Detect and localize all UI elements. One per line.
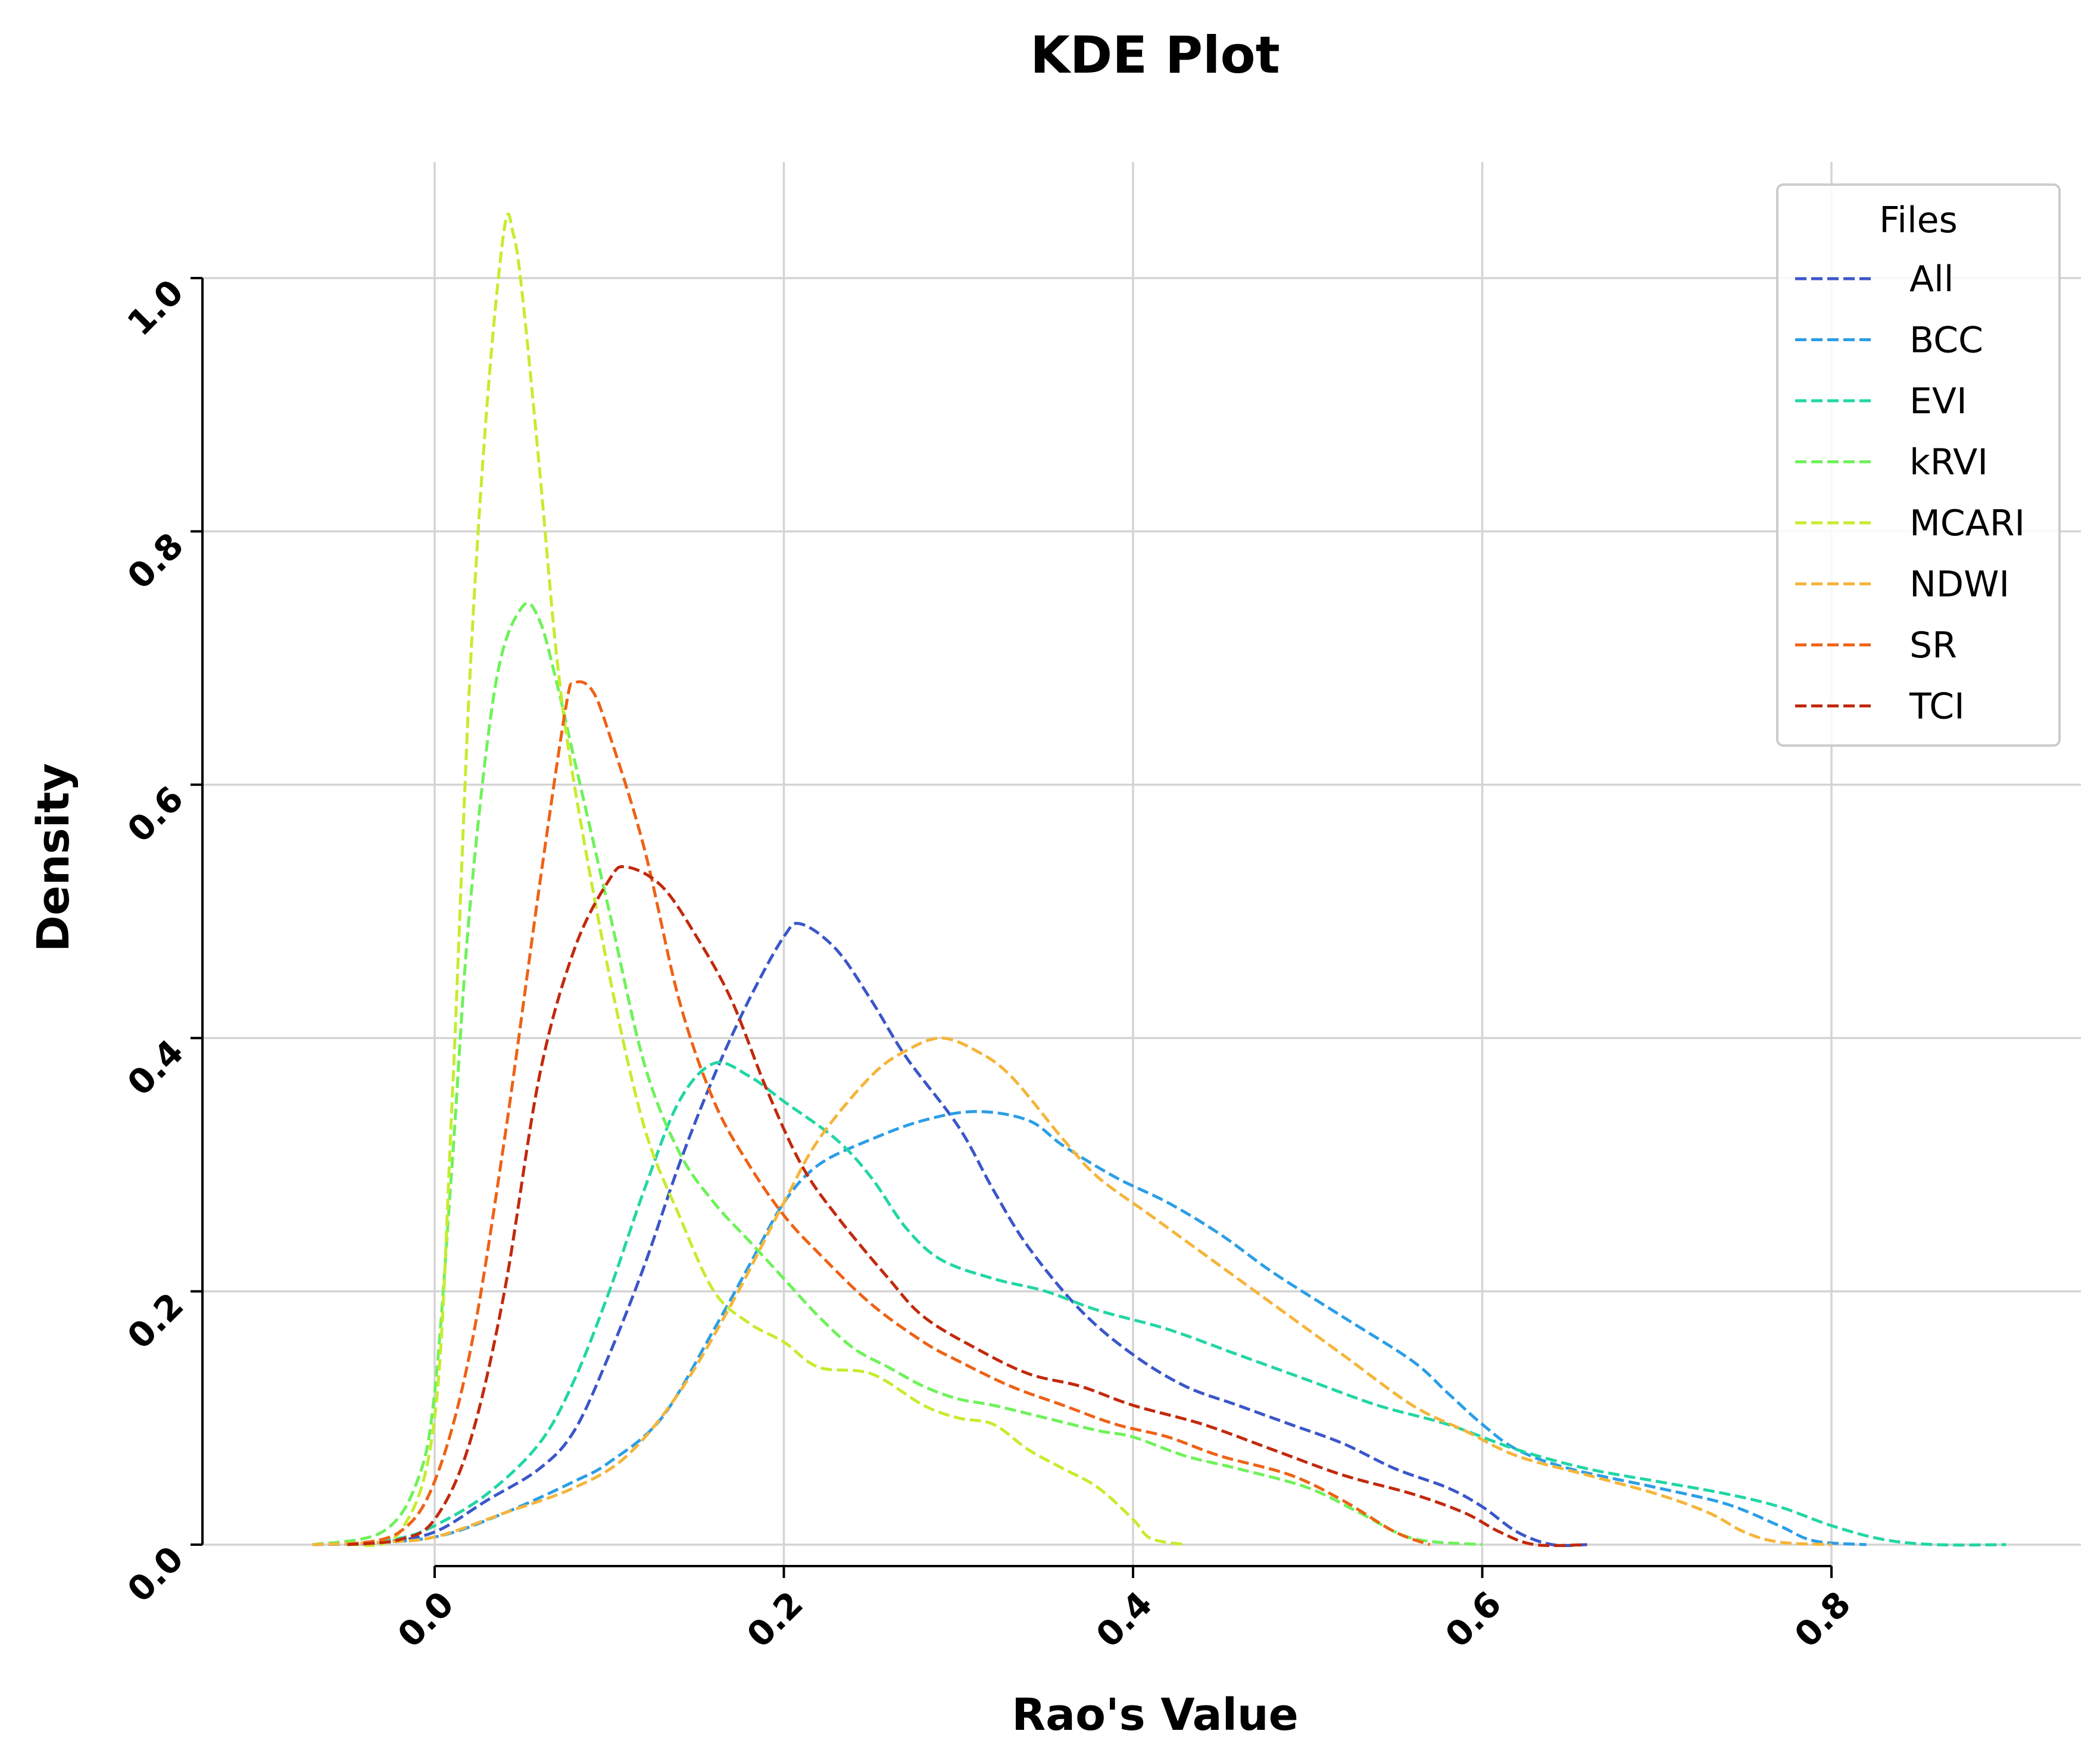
x-tick-label: 0.4 bbox=[1088, 1583, 1160, 1655]
y-tick-label: 0.4 bbox=[120, 1031, 192, 1103]
series-line-krvi bbox=[312, 601, 1483, 1546]
y-axis-label: Density bbox=[28, 763, 79, 952]
chart-title: KDE Plot bbox=[1030, 26, 1280, 85]
series-line-bcc bbox=[347, 1110, 1867, 1546]
x-axis-label: Rao's Value bbox=[1012, 1689, 1299, 1741]
series-line-tci bbox=[347, 865, 1587, 1548]
series-line-evi bbox=[347, 1061, 2007, 1547]
legend-label: TCI bbox=[1909, 686, 1965, 728]
series-line-ndwi bbox=[312, 1036, 1832, 1546]
grid bbox=[202, 162, 2081, 1566]
series-line-sr bbox=[347, 680, 1431, 1546]
legend-label: kRVI bbox=[1909, 442, 1988, 484]
legend-label: All bbox=[1909, 258, 1954, 300]
legend-label: SR bbox=[1909, 625, 1957, 666]
y-tick-label: 0.8 bbox=[120, 525, 192, 597]
series-line-all bbox=[312, 922, 1587, 1548]
y-tick-label: 1.0 bbox=[120, 272, 192, 344]
x-tick-label: 0.6 bbox=[1437, 1583, 1509, 1655]
legend-label: NDWI bbox=[1909, 564, 2009, 606]
legend-label: BCC bbox=[1909, 320, 1983, 361]
legend-label: MCARI bbox=[1909, 503, 2025, 544]
y-tick-label: 0.0 bbox=[120, 1538, 192, 1610]
legend-frame bbox=[1776, 183, 2061, 747]
y-tick-label: 0.2 bbox=[120, 1285, 192, 1357]
series-group bbox=[312, 213, 2007, 1548]
axes: 0.0 0.2 0.4 0.6 0.8 0.0 0.2 0.4 0.6 0.8 1.0 bbox=[120, 272, 1859, 1655]
x-tick-label: 0.0 bbox=[390, 1583, 462, 1655]
legend-title: Files bbox=[1879, 199, 1958, 241]
x-tick-label: 0.2 bbox=[739, 1583, 811, 1655]
legend: Files All BCC EVI kRVI MCARI NDWI SR TCI bbox=[1776, 183, 2061, 747]
x-tick-label: 0.8 bbox=[1787, 1583, 1859, 1655]
y-tick-label: 0.6 bbox=[120, 778, 192, 850]
series-line-mcari bbox=[347, 213, 1186, 1547]
legend-label: EVI bbox=[1909, 381, 1967, 422]
